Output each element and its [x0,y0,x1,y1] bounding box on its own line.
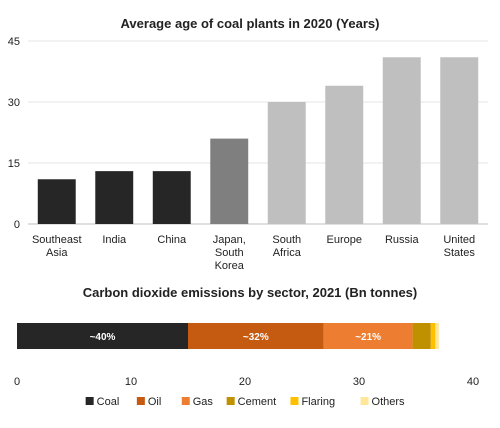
legend-label: Flaring [301,396,335,408]
coal-plant-age-chart: Average age of coal plants in 2020 (Year… [8,16,488,272]
legend-swatch [85,397,94,405]
bar [440,57,479,225]
bar-segment [430,323,436,349]
legend-item: Others [360,396,406,408]
bar-segment [412,323,431,349]
bar [267,102,306,224]
bar-segment [188,323,324,349]
legend-swatch [226,397,235,405]
bar [325,85,364,224]
x-tick-label: Japan, South Korea [213,234,246,272]
x-tick-label: South Africa [272,234,301,259]
bar-segment [435,323,439,349]
legend-item: Oil [136,396,161,408]
bar-segment [17,323,188,349]
y-tick-label: 45 [8,36,20,48]
data-label: ~40% [90,332,116,343]
legend-label: Cement [238,396,277,408]
legend-item: Cement [226,396,277,408]
bar-segment [323,323,413,349]
legend-swatch [290,397,299,405]
y-tick-label: 30 [8,97,20,109]
x-tick-label: United States [443,234,475,259]
legend-item: Gas [181,396,214,408]
bar [152,171,191,224]
x-tick-label: Southeast Asia [32,234,82,259]
data-label: ~32% [243,332,269,343]
chart-title: Average age of coal plants in 2020 (Year… [121,16,380,31]
legend-label: Gas [193,396,214,408]
legend-item: Flaring [290,396,335,408]
x-tick-label: 40 [467,376,479,388]
y-tick-label: 0 [14,219,20,231]
x-tick-label: 0 [14,376,20,388]
bar [382,57,421,225]
bar [210,138,249,224]
x-tick-label: China [157,234,187,246]
x-tick-label: Europe [327,234,362,246]
legend-swatch [136,397,145,405]
legend-label: Oil [148,396,161,408]
x-tick-label: 20 [239,376,251,388]
chart-title: Carbon dioxide emissions by sector, 2021… [83,285,417,300]
legend-swatch [360,397,369,405]
bar [37,179,76,224]
legend-label: Coal [97,396,120,408]
x-tick-label: Russia [385,234,420,246]
x-tick-label: India [102,234,127,246]
bar [95,171,134,224]
x-tick-label: 10 [125,376,137,388]
legend-label: Others [372,396,406,408]
x-tick-label: 30 [353,376,365,388]
data-label: ~21% [355,332,381,343]
legend-item: Coal [85,396,120,408]
y-tick-label: 15 [8,158,20,170]
legend-swatch [181,397,190,405]
